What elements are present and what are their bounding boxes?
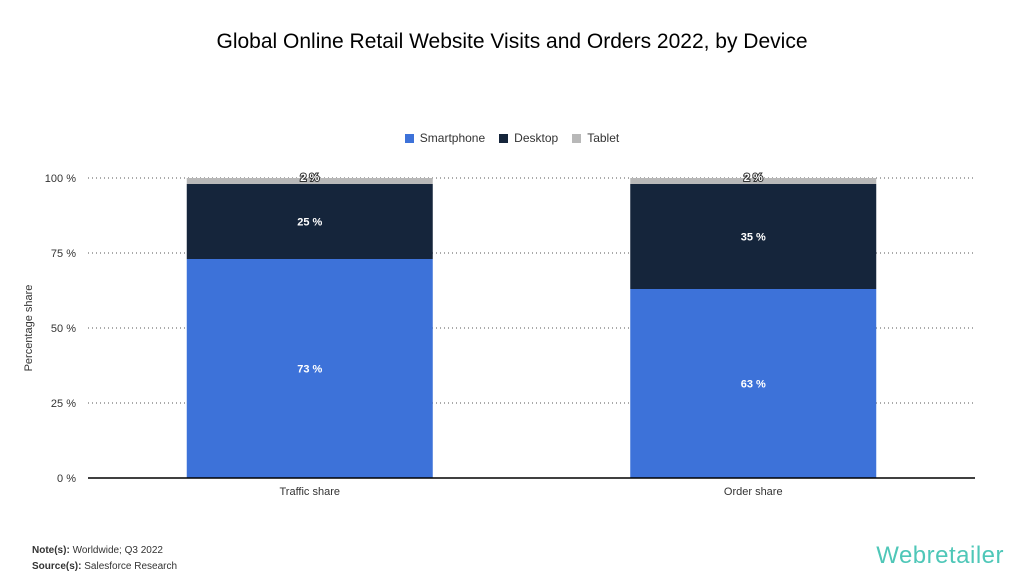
legend: Smartphone Desktop Tablet xyxy=(0,131,1024,145)
bar-desktop xyxy=(186,184,433,259)
legend-label: Desktop xyxy=(514,131,559,145)
legend-swatch xyxy=(404,133,414,143)
data-label: 2 % xyxy=(744,172,763,184)
legend-item-smartphone[interactable]: Smartphone xyxy=(404,131,486,145)
legend-swatch xyxy=(499,133,509,143)
y-axis-label: Percentage share xyxy=(23,285,35,372)
y-tick-label: 100 % xyxy=(45,173,76,185)
note-label: Note(s): xyxy=(32,545,70,556)
data-label: 63 % xyxy=(741,379,766,391)
source: Source(s): Salesforce Research xyxy=(32,559,177,575)
x-tick-label: Order share xyxy=(724,486,783,498)
y-tick-label: 25 % xyxy=(51,398,76,410)
source-label: Source(s): xyxy=(32,561,82,572)
source-text: Salesforce Research xyxy=(84,561,178,572)
legend-label: Tablet xyxy=(587,131,620,145)
y-tick-label: 75 % xyxy=(51,248,76,260)
bar-smartphone xyxy=(630,289,877,478)
note-text: Worldwide; Q3 2022 xyxy=(72,545,163,556)
legend-item-desktop[interactable]: Desktop xyxy=(499,131,558,145)
legend-item-tablet[interactable]: Tablet xyxy=(572,131,619,145)
note: Note(s): Worldwide; Q3 2022 xyxy=(32,543,177,559)
y-tick-label: 50 % xyxy=(51,323,76,335)
data-label: 73 % xyxy=(297,364,322,376)
bar-tablet xyxy=(186,178,433,184)
legend-label: Smartphone xyxy=(419,131,486,145)
x-tick-label: Traffic share xyxy=(279,486,340,498)
bar-smartphone xyxy=(186,259,433,478)
bar-desktop xyxy=(630,184,877,289)
legend-swatch xyxy=(572,133,582,143)
y-tick-label: 0 % xyxy=(57,473,76,485)
logo: Webretailer xyxy=(876,542,1004,569)
chart-title: Global Online Retail Website Visits and … xyxy=(216,30,808,53)
data-label: 35 % xyxy=(741,232,766,244)
bar-tablet xyxy=(630,178,877,184)
footer: Note(s): Worldwide; Q3 2022 Source(s): S… xyxy=(32,543,177,575)
data-label: 2 % xyxy=(300,172,319,184)
data-label: 25 % xyxy=(297,217,322,229)
